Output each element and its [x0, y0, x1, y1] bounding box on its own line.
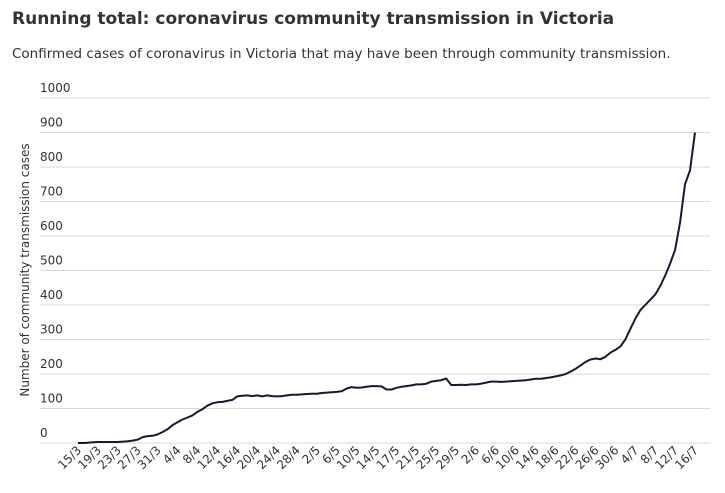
y-tick-label: 800	[40, 150, 63, 164]
x-tick-label: 4/7	[618, 443, 642, 467]
y-tick-label: 300	[40, 323, 63, 337]
y-tick-label: 100	[40, 392, 63, 406]
y-tick-label: 200	[40, 357, 63, 371]
x-tick-label: 16/7	[672, 443, 701, 472]
x-tick-label: 29/5	[433, 443, 462, 472]
y-tick-label: 700	[40, 185, 63, 199]
y-tick-label: 1000	[40, 81, 71, 95]
chart-title: Running total: coronavirus community tra…	[12, 9, 614, 29]
x-tick-label: 4/4	[160, 443, 184, 467]
y-tick-label: 600	[40, 219, 63, 233]
x-tick-label: 31/3	[135, 443, 164, 472]
x-tick-label: 2/5	[299, 443, 323, 467]
y-tick-label: 900	[40, 116, 63, 130]
y-tick-label: 500	[40, 254, 63, 268]
y-tick-label: 0	[40, 426, 48, 440]
x-tick-label: 2/6	[459, 443, 483, 467]
y-tick-label: 400	[40, 288, 63, 302]
x-tick-label: 28/4	[274, 443, 303, 472]
data-line	[78, 132, 696, 444]
y-axis-label: Number of community transmission cases	[18, 143, 32, 396]
chart-subtitle: Confirmed cases of coronavirus in Victor…	[12, 46, 671, 62]
x-tick-label: 30/6	[593, 443, 622, 472]
